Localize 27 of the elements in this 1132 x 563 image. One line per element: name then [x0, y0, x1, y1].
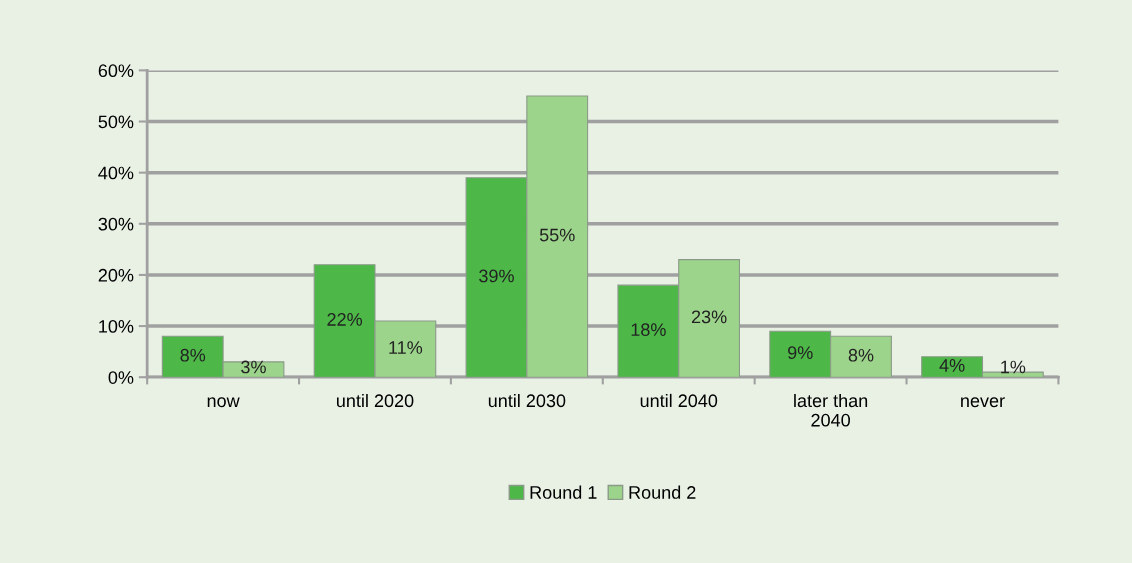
y-tick-label: 40% [98, 166, 134, 180]
data-label: 4% [939, 359, 965, 372]
x-tick-label: never [961, 397, 1005, 408]
data-label: 1% [1001, 360, 1026, 374]
legend-label: Round 2 [629, 485, 696, 499]
data-label: 8% [848, 348, 874, 362]
x-tick-label: later than 2040 [794, 393, 868, 427]
y-tick-label: 60% [98, 64, 134, 78]
data-label: 11% [389, 341, 423, 354]
data-label: 23% [691, 310, 727, 324]
y-tick-label: 0% [108, 371, 134, 384]
data-label: 39% [479, 269, 514, 283]
data-label: 3% [241, 360, 266, 374]
y-tick-label: 20% [98, 268, 134, 282]
data-label: 18% [631, 323, 666, 337]
data-label: 22% [327, 313, 363, 326]
y-tick-label: 30% [98, 217, 134, 231]
x-tick-label: until 2020 [337, 393, 414, 408]
data-label: 8% [180, 348, 206, 362]
y-tick-label: 50% [98, 115, 134, 129]
x-tick-label: until 2040 [640, 393, 718, 408]
data-label: 55% [539, 228, 575, 242]
x-tick-label: now [207, 397, 240, 408]
x-tick-label: until 2030 [488, 393, 566, 408]
y-tick-label: 10% [99, 320, 134, 333]
legend-label: Round 1 [530, 485, 597, 499]
data-label: 9% [788, 346, 813, 360]
